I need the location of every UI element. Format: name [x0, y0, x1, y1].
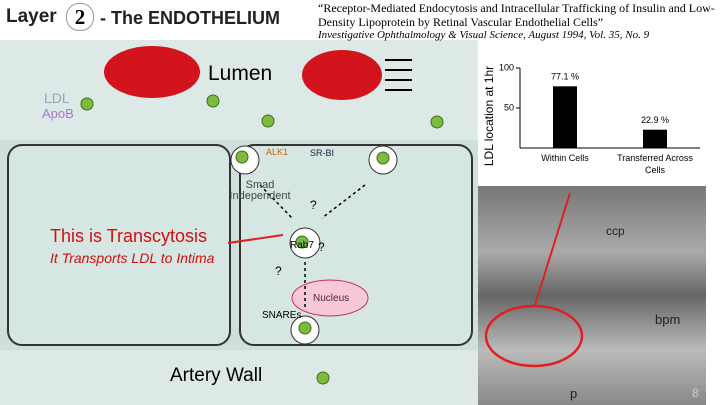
page-number: 8	[692, 386, 699, 400]
value-label: 77.1 %	[551, 72, 579, 82]
highlight-arrow	[534, 192, 571, 306]
red-blood-cell	[104, 46, 200, 98]
em-label: bpm	[655, 312, 681, 327]
legend-ldl: LDL	[44, 90, 70, 106]
y-tick-label: 100	[499, 62, 514, 72]
value-label: 22.9 %	[641, 115, 669, 125]
callout-sub: It Transports LDL to Intima	[50, 250, 215, 266]
cell	[7, 144, 231, 346]
wall-label: Artery Wall	[170, 365, 263, 386]
question: ?	[275, 264, 282, 278]
micrograph	[478, 186, 706, 405]
layer-number: 2	[66, 3, 94, 31]
ldl-particles	[80, 94, 444, 385]
callout-title: This is Transcytosis	[50, 226, 208, 246]
question: ?	[318, 240, 325, 254]
citation-source: Investigative Ophthalmology & Visual Sci…	[318, 29, 650, 41]
title: - The ENDOTHELIUM	[100, 8, 280, 28]
x-tick-label: Transferred Across Cells	[617, 153, 693, 175]
question: ?	[310, 198, 317, 212]
snares-label: SNAREs	[262, 310, 302, 321]
callout-arrow	[227, 234, 284, 244]
em-label: p	[570, 386, 578, 401]
receptor-label: SR-BI	[310, 148, 335, 158]
em-label: ccp	[606, 224, 625, 238]
bar	[643, 129, 667, 148]
nucleus	[291, 279, 369, 317]
y-tick-label: 50	[504, 102, 514, 112]
nucleus-label: Nucleus	[313, 293, 350, 304]
chart-bg	[482, 55, 700, 181]
x-tick-label: Within Cells	[541, 153, 589, 163]
flow-arrows	[385, 59, 412, 91]
y-axis-label: LDL location at 1hr	[482, 66, 496, 166]
pathway-arrows	[259, 184, 366, 310]
lumen-label: Lumen	[208, 62, 273, 85]
citation-title: “Receptor-Mediated Endocytosis and Intra…	[318, 1, 715, 29]
receptor-label: ALK1	[266, 147, 289, 157]
rab-label: Rab7	[290, 240, 314, 251]
bar	[553, 86, 577, 148]
title-layer: Layer	[6, 6, 57, 27]
highlight	[484, 304, 584, 368]
red-blood-cell	[302, 50, 382, 100]
legend-apob: ApoB	[42, 106, 74, 121]
smad-label: Smad Independent	[229, 179, 291, 202]
